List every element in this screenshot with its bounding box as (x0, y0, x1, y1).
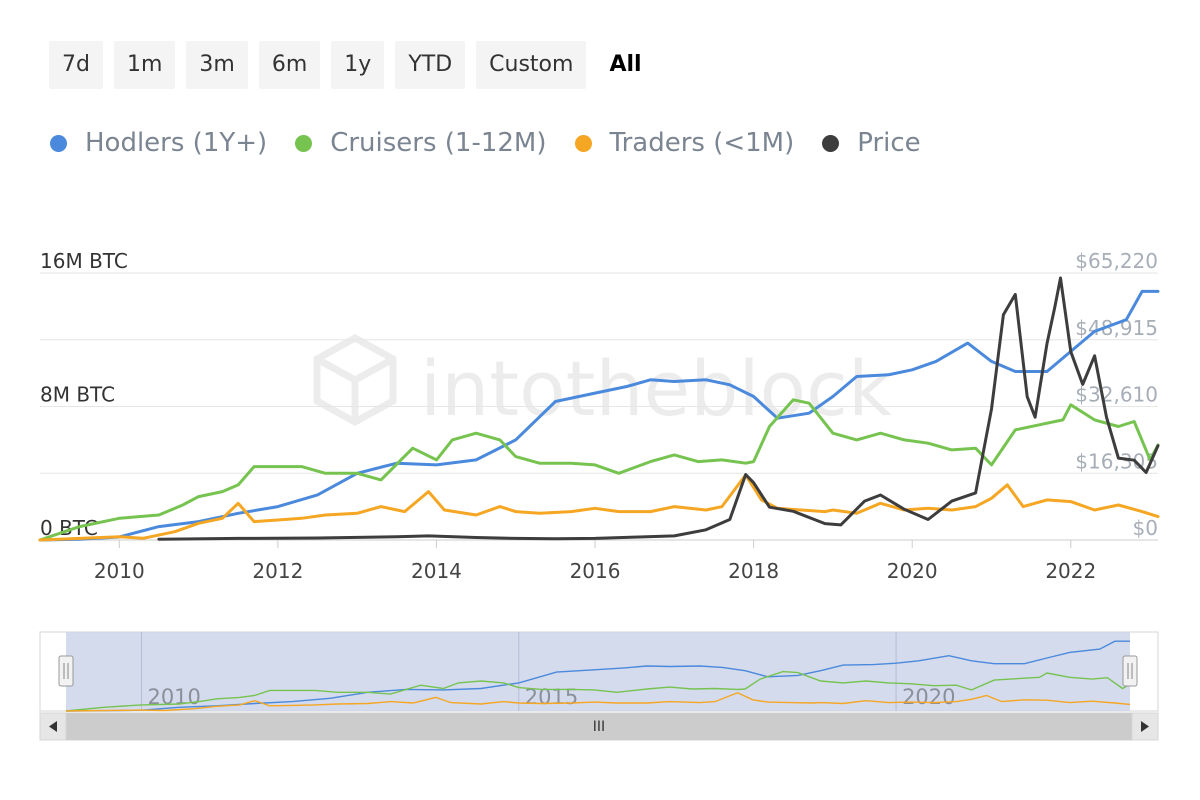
series-line-traders (38, 473, 1160, 542)
legend-item-hodlers[interactable]: Hodlers (1Y+) (50, 128, 267, 158)
y-right-tick-label: $0 (1133, 516, 1158, 540)
x-tick-label: 2010 (94, 559, 145, 583)
legend-item-cruisers[interactable]: Cruisers (1-12M) (295, 128, 547, 158)
x-tick-label: 2014 (411, 559, 462, 583)
range-button-ytd[interactable]: YTD (395, 41, 466, 89)
range-selector: 7d 1m 3m 6m 1y YTD Custom All (49, 41, 654, 89)
scrollbar-thumb[interactable] (66, 713, 1132, 740)
range-button-all[interactable]: All (609, 52, 642, 77)
range-button-3m[interactable]: 3m (186, 41, 248, 89)
legend-dot-icon (822, 134, 840, 152)
legend-label: Price (857, 128, 921, 158)
navigator-selection[interactable] (66, 632, 1130, 711)
navigator-handle-left[interactable] (58, 655, 74, 687)
arrow-right-icon (1141, 721, 1149, 732)
right-axis: $0$16,305$32,610$48,915$65,220 (1075, 249, 1158, 540)
range-button-7d[interactable]: 7d (49, 41, 103, 89)
series-layer (38, 276, 1160, 542)
navigator-line-cruisers (65, 670, 1131, 712)
x-tick-label: 2022 (1045, 559, 1096, 583)
navigator-line-hodlers (65, 640, 1130, 712)
navigator: 2010 2015 2020 (39, 631, 1159, 712)
legend-dot-icon (295, 134, 313, 152)
arrow-left-icon (49, 721, 57, 732)
scroll-left-button[interactable] (39, 712, 67, 741)
scrollbar-grip: III (593, 719, 605, 735)
watermark: intotheblock (313, 334, 892, 433)
watermark-text: intotheblock (420, 344, 892, 433)
legend-dot-icon (574, 134, 592, 152)
series-line-cruisers (38, 398, 1160, 542)
y-right-tick-label: $32,610 (1075, 383, 1158, 407)
navigator-line-traders (65, 691, 1131, 712)
range-button-6m[interactable]: 6m (258, 41, 321, 89)
x-axis: 2010 2012 2014 2016 2018 2020 2022 (94, 540, 1096, 583)
y-left-tick-label: 8M BTC (40, 383, 115, 407)
x-tick-label: 2018 (728, 559, 779, 583)
legend-item-price[interactable]: Price (822, 128, 921, 158)
y-right-tick-label: $65,220 (1075, 249, 1158, 273)
legend-label: Traders (<1M) (609, 128, 795, 158)
y-left-tick-label: 16M BTC (40, 249, 128, 273)
x-tick-label: 2012 (252, 559, 303, 583)
legend-dot-icon (50, 134, 67, 152)
range-button-custom[interactable]: Custom (476, 41, 587, 89)
navigator-tick-label: 2010 (147, 685, 200, 709)
scrollbar[interactable]: III (39, 712, 1159, 741)
series-line-hodlers (38, 289, 1160, 542)
x-tick-label: 2016 (570, 559, 621, 583)
series-line-price (157, 276, 1160, 541)
navigator-handle-right[interactable] (1122, 655, 1138, 687)
chart-legend: Hodlers (1Y+) Cruisers (1-12M) Traders (<1… (50, 128, 949, 158)
scroll-right-button[interactable] (1131, 712, 1159, 741)
legend-label: Cruisers (1-12M) (330, 128, 547, 158)
range-button-1y[interactable]: 1y (331, 41, 385, 89)
legend-item-traders[interactable]: Traders (<1M) (574, 128, 795, 158)
x-tick-label: 2020 (887, 559, 938, 583)
navigator-series (65, 640, 1131, 712)
navigator-tick-label: 2020 (902, 685, 955, 709)
legend-label: Hodlers (1Y+) (85, 128, 268, 158)
range-button-1m[interactable]: 1m (113, 41, 176, 89)
